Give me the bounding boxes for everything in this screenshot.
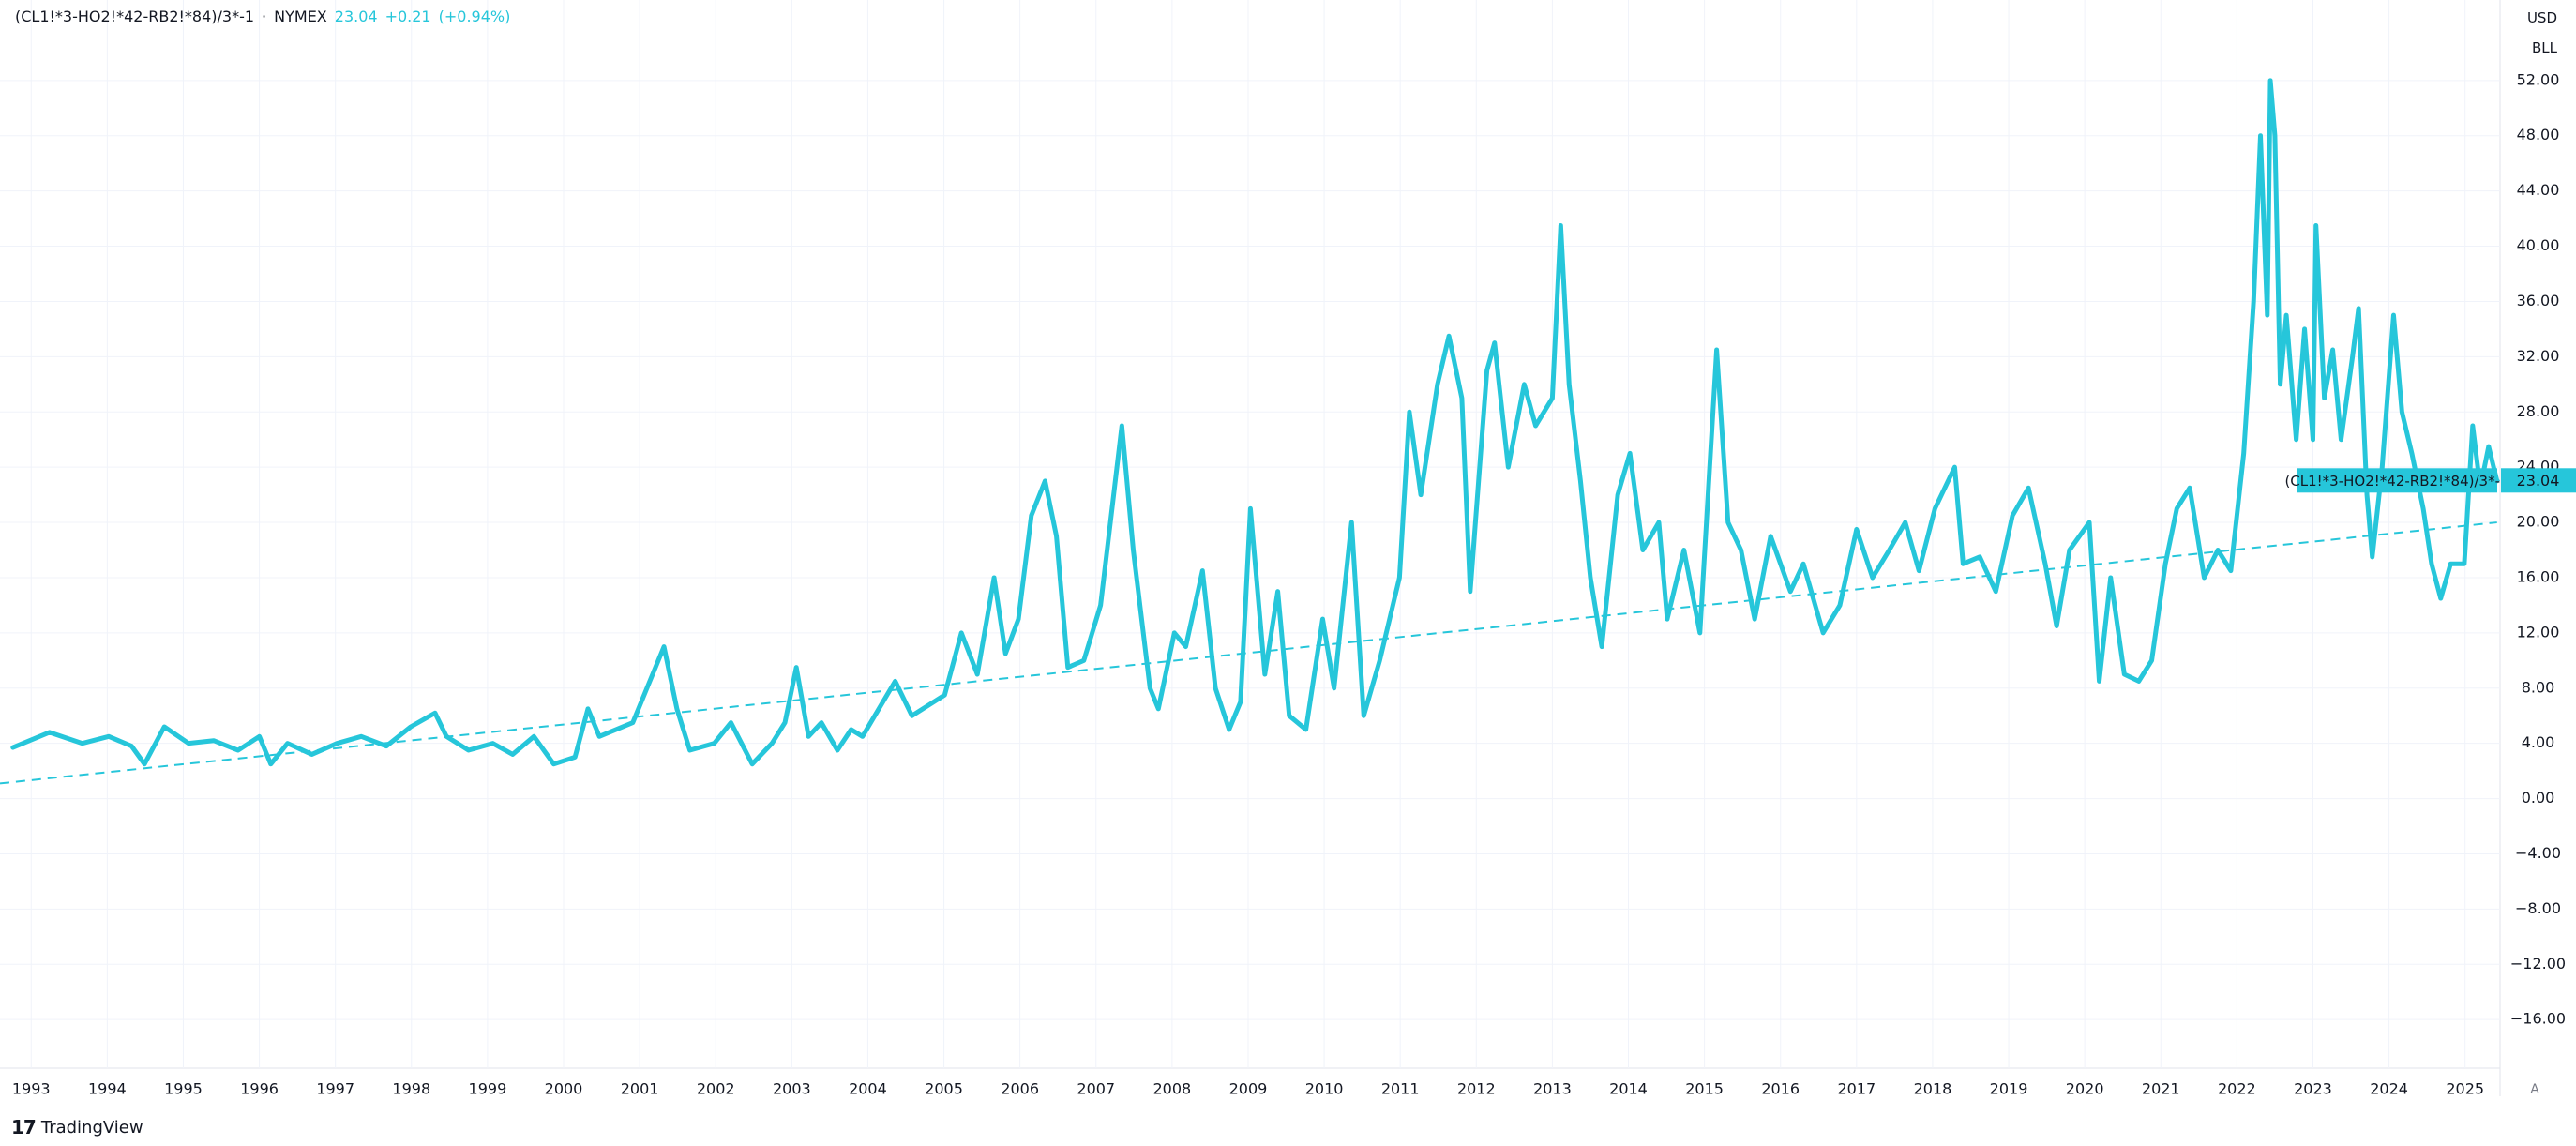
symbol: (CL1!*3-HO2!*42-RB2!*84)/3*-1: [15, 8, 255, 25]
series-tag-label: (CL1!*3-HO2!*42-RB2!*84)/3*-1: [2284, 473, 2508, 490]
price-tag: [2501, 468, 2576, 493]
y-tick-label: −8.00: [2515, 899, 2561, 917]
x-tick-label: 1998: [392, 1080, 430, 1098]
y-tick-label: 0.00: [2522, 789, 2555, 807]
x-tick-label: 1994: [88, 1080, 127, 1098]
x-tick-label: 1993: [12, 1080, 51, 1098]
x-tick-label: 1996: [240, 1080, 279, 1098]
x-tick-label: 2019: [1990, 1080, 2028, 1098]
x-tick-label: 2015: [1685, 1080, 1724, 1098]
x-tick-label: 2013: [1533, 1080, 1572, 1098]
series-tag: [2297, 468, 2497, 493]
series-line: [10, 78, 2500, 767]
unit[interactable]: BLL: [2525, 38, 2563, 58]
x-tick-label: 2017: [1837, 1080, 1876, 1098]
logo-mark: 17: [11, 1116, 37, 1138]
header: (CL1!*3-HO2!*42-RB2!*84)/3*-1 · NYMEX 23.04…: [15, 8, 518, 25]
currency[interactable]: USD: [2521, 8, 2563, 28]
y-tick-label: 32.00: [2517, 347, 2560, 365]
x-tick-label: 1995: [164, 1080, 203, 1098]
y-tick-label: 52.00: [2517, 70, 2560, 88]
logo: 17 TradingView: [11, 1116, 143, 1138]
x-tick-label: 2011: [1381, 1080, 1420, 1098]
x-tick-label: 2023: [2294, 1080, 2332, 1098]
x-tick-label: 2008: [1153, 1080, 1192, 1098]
x-tick-label: 2000: [545, 1080, 583, 1098]
x-tick-label: 2025: [2446, 1080, 2484, 1098]
x-tick-label: 2001: [621, 1080, 659, 1098]
y-tick-label: 28.00: [2517, 402, 2560, 420]
x-tick-label: 2012: [1457, 1080, 1496, 1098]
x-tick-label: 2009: [1229, 1080, 1268, 1098]
y-tick-label: −4.00: [2515, 844, 2561, 862]
x-tick-label: 2016: [1761, 1080, 1800, 1098]
y-tick-label: 8.00: [2522, 678, 2555, 696]
x-tick-label: 2006: [1001, 1080, 1039, 1098]
y-tick-label: 12.00: [2517, 623, 2560, 641]
change-percent: (+0.94%): [438, 8, 511, 25]
x-tick-label: 2007: [1077, 1080, 1115, 1098]
separator: ·: [262, 8, 267, 25]
change: +0.21: [384, 8, 431, 25]
price-tag-label: 23.04: [2517, 472, 2560, 490]
trend-line: [0, 521, 2497, 785]
y-tick-label: 44.00: [2517, 181, 2560, 199]
y-tick-label: −12.00: [2510, 955, 2566, 973]
exchange: NYMEX: [274, 8, 327, 25]
x-tick-label: 2003: [773, 1080, 811, 1098]
x-tick-label: 2014: [1609, 1080, 1648, 1098]
x-tick-label: 2024: [2370, 1080, 2408, 1098]
x-tick-label: 2018: [1914, 1080, 1952, 1098]
y-tick-label: 48.00: [2517, 126, 2560, 143]
x-tick-label: 1997: [316, 1080, 354, 1098]
x-tick-label: 2004: [849, 1080, 887, 1098]
x-tick-label: 2021: [2142, 1080, 2180, 1098]
watermark: TradingView: [40, 1117, 143, 1138]
y-tick-label: 36.00: [2517, 292, 2560, 309]
last-value: 23.04: [334, 8, 378, 25]
y-tick-label: 4.00: [2522, 733, 2555, 751]
y-tick-label: 40.00: [2517, 236, 2560, 254]
x-tick-label: 2020: [2066, 1080, 2104, 1098]
auto-button[interactable]: A: [2530, 1082, 2539, 1097]
x-tick-label: 1999: [469, 1080, 507, 1098]
x-tick-label: 2005: [925, 1080, 963, 1098]
x-tick-label: 2022: [2218, 1080, 2256, 1098]
x-tick-label: 2002: [697, 1080, 735, 1098]
y-tick-label: −16.00: [2510, 1010, 2566, 1028]
y-tick-label: 20.00: [2517, 513, 2560, 531]
x-tick-label: 2010: [1305, 1080, 1344, 1098]
y-tick-label: 16.00: [2517, 567, 2560, 585]
